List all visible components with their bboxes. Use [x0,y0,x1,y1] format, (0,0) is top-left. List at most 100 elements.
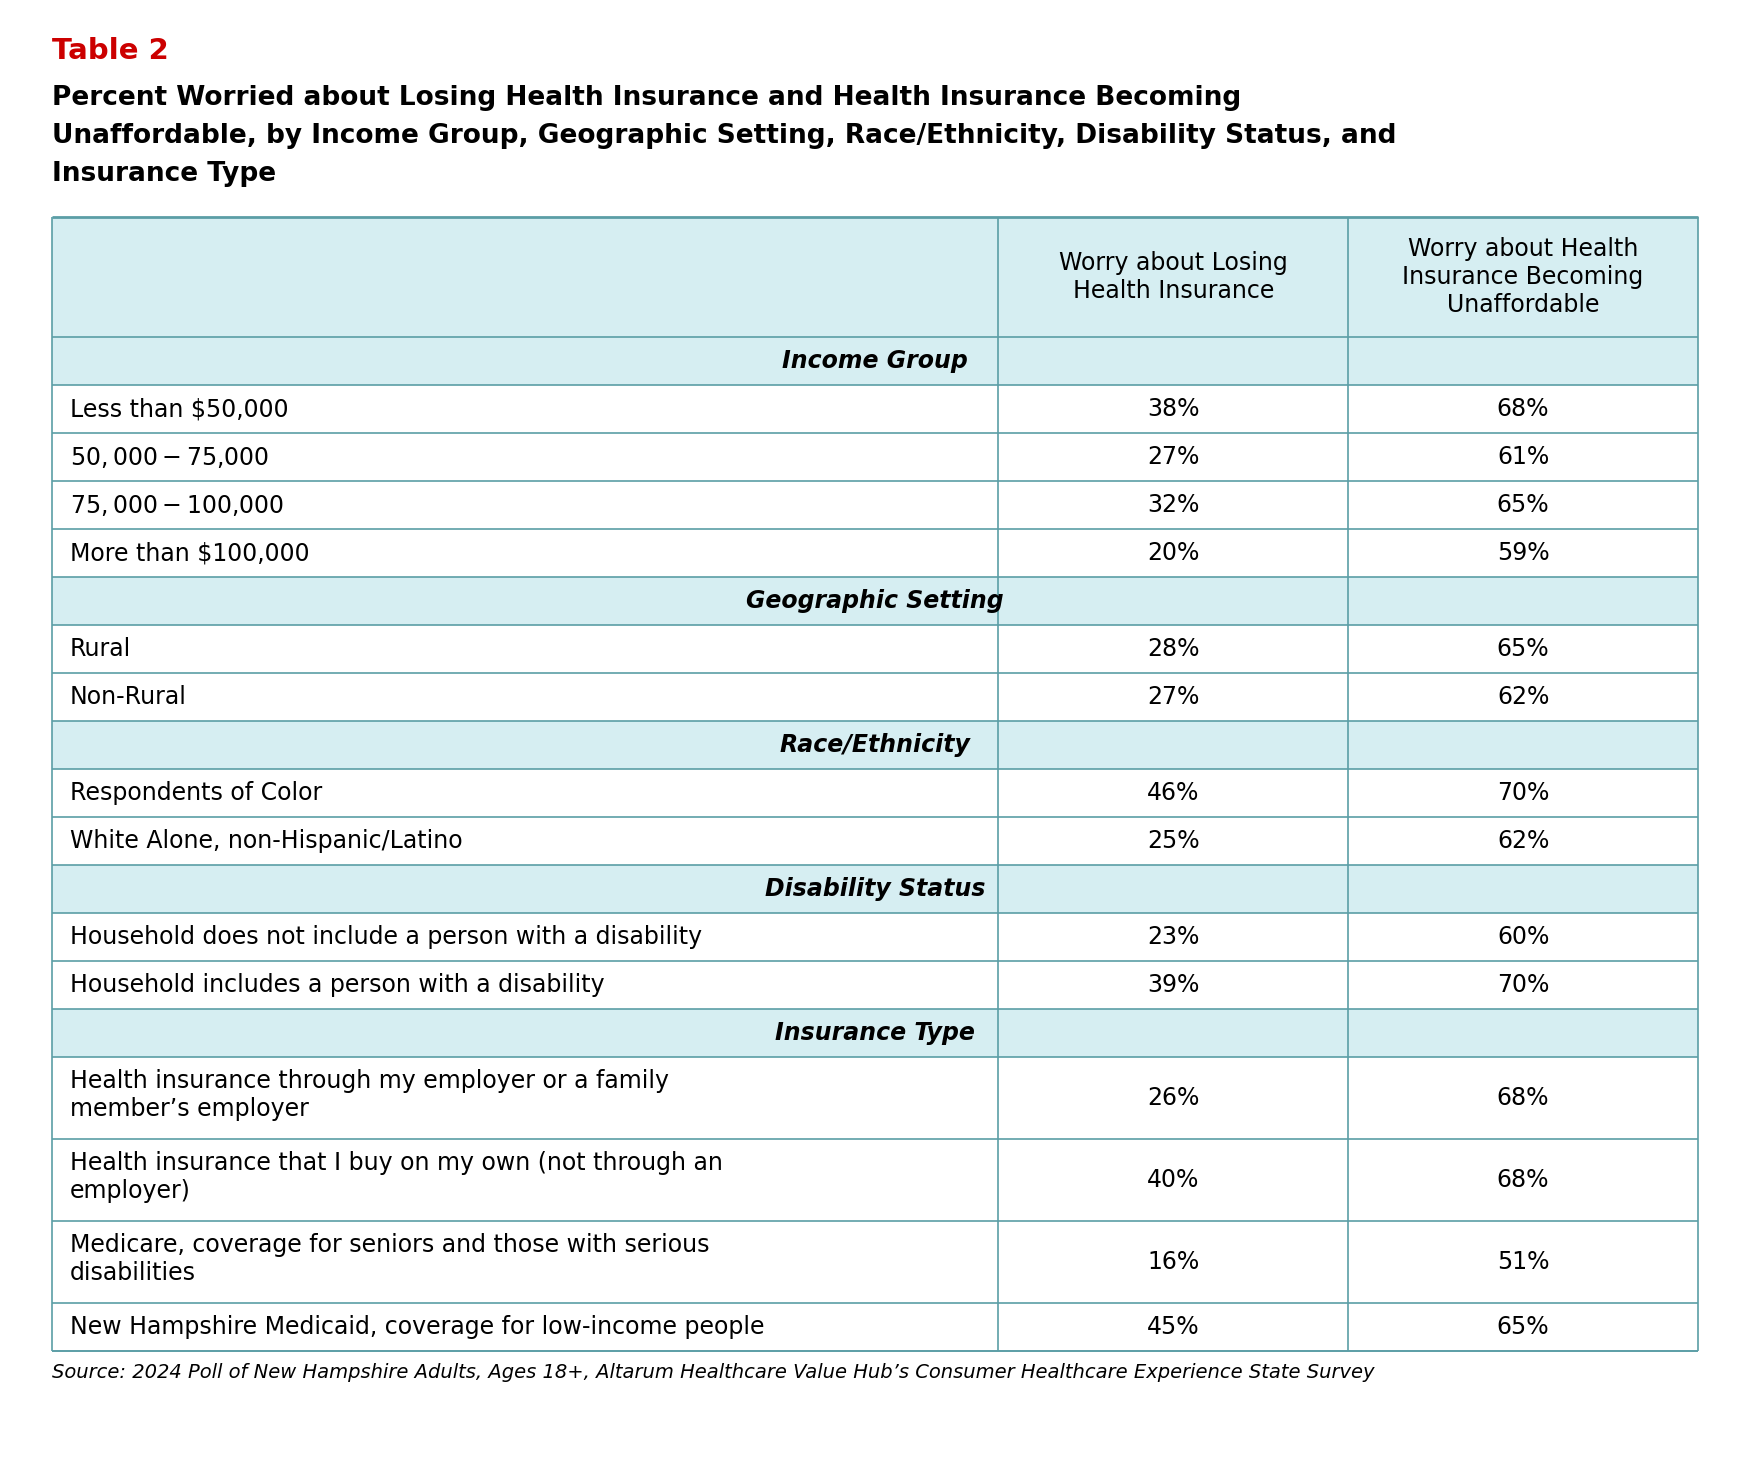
Text: 70%: 70% [1496,973,1549,997]
Bar [1349,1009,1698,1057]
Text: 62%: 62% [1496,685,1549,710]
Bar [998,481,1349,529]
Bar [1349,721,1698,770]
Bar [998,1303,1349,1352]
Text: 46%: 46% [1147,781,1199,805]
Text: 65%: 65% [1496,638,1549,661]
Bar [1349,1139,1698,1221]
Bar [52,625,998,673]
Bar [52,817,998,865]
Text: 45%: 45% [1147,1315,1199,1338]
Text: Unaffordable, by Income Group, Geographic Setting, Race/Ethnicity, Disability St: Unaffordable, by Income Group, Geographi… [52,123,1397,150]
Bar [998,1057,1349,1139]
Text: 59%: 59% [1496,541,1549,564]
Text: Income Group: Income Group [782,349,968,372]
Text: Respondents of Color: Respondents of Color [70,781,322,805]
Text: $75,000 - $100,000: $75,000 - $100,000 [70,493,285,517]
Bar [998,913,1349,962]
Bar [52,1303,998,1352]
Text: Worry about Health
Insurance Becoming
Unaffordable: Worry about Health Insurance Becoming Un… [1403,237,1644,317]
Text: Disability Status: Disability Status [765,877,985,902]
Text: 60%: 60% [1496,925,1549,949]
Text: Worry about Losing
Health Insurance: Worry about Losing Health Insurance [1058,251,1288,303]
Bar [1349,770,1698,817]
Bar [52,386,998,432]
Text: More than $100,000: More than $100,000 [70,541,309,564]
Bar [1349,1221,1698,1303]
Bar [1349,481,1698,529]
Text: 40%: 40% [1147,1168,1199,1192]
Text: 62%: 62% [1496,828,1549,853]
Bar [1349,217,1698,337]
Text: 16%: 16% [1147,1250,1199,1274]
Text: 51%: 51% [1496,1250,1549,1274]
Bar [52,337,998,386]
Text: 65%: 65% [1496,493,1549,517]
Bar [998,1009,1349,1057]
Bar [52,1009,998,1057]
Text: $50,000 - $75,000: $50,000 - $75,000 [70,444,269,469]
Bar [998,337,1349,386]
Bar [52,217,998,337]
Text: 28%: 28% [1147,638,1199,661]
Text: Insurance Type: Insurance Type [52,161,276,188]
Bar [998,1221,1349,1303]
Text: Health insurance through my employer or a family
member’s employer: Health insurance through my employer or … [70,1069,669,1121]
Bar [52,962,998,1009]
Bar [1349,337,1698,386]
Bar [1349,432,1698,481]
Bar [998,578,1349,625]
Bar [52,1057,998,1139]
Text: Medicare, coverage for seniors and those with serious
disabilities: Medicare, coverage for seniors and those… [70,1233,709,1284]
Text: Household includes a person with a disability: Household includes a person with a disab… [70,973,605,997]
Text: 68%: 68% [1496,1168,1549,1192]
Text: Health insurance that I buy on my own (not through an
employer): Health insurance that I buy on my own (n… [70,1151,723,1202]
Text: 65%: 65% [1496,1315,1549,1338]
Bar [1349,865,1698,913]
Bar [52,770,998,817]
Text: 25%: 25% [1147,828,1199,853]
Bar [52,721,998,770]
Bar [998,962,1349,1009]
Bar [1349,1303,1698,1352]
Text: Source: 2024 Poll of New Hampshire Adults, Ages 18+, Altarum Healthcare Value Hu: Source: 2024 Poll of New Hampshire Adult… [52,1363,1375,1382]
Text: Percent Worried about Losing Health Insurance and Health Insurance Becoming: Percent Worried about Losing Health Insu… [52,85,1241,111]
Bar [52,1139,998,1221]
Bar [998,432,1349,481]
Bar [1349,386,1698,432]
Bar [1349,625,1698,673]
Bar [998,817,1349,865]
Text: Rural: Rural [70,638,132,661]
Bar [998,625,1349,673]
Bar [1349,673,1698,721]
Bar [52,673,998,721]
Text: Table 2: Table 2 [52,37,169,65]
Text: 20%: 20% [1147,541,1199,564]
Bar [1349,1057,1698,1139]
Bar [1349,578,1698,625]
Text: 38%: 38% [1147,397,1199,421]
Bar [998,1139,1349,1221]
Text: White Alone, non-Hispanic/Latino: White Alone, non-Hispanic/Latino [70,828,462,853]
Text: 27%: 27% [1147,685,1199,710]
Bar [52,865,998,913]
Bar [1349,962,1698,1009]
Bar [52,1221,998,1303]
Text: 39%: 39% [1147,973,1199,997]
Bar [998,217,1349,337]
Bar [52,913,998,962]
Bar [1349,529,1698,578]
Bar [52,481,998,529]
Text: Non-Rural: Non-Rural [70,685,188,710]
Bar [998,529,1349,578]
Text: New Hampshire Medicaid, coverage for low-income people: New Hampshire Medicaid, coverage for low… [70,1315,765,1338]
Text: 23%: 23% [1147,925,1199,949]
Text: 68%: 68% [1496,1086,1549,1110]
Bar [52,529,998,578]
Bar [998,673,1349,721]
Bar [998,865,1349,913]
Bar [998,386,1349,432]
Text: Geographic Setting: Geographic Setting [746,589,1005,613]
Text: 61%: 61% [1496,446,1549,469]
Bar [1349,817,1698,865]
